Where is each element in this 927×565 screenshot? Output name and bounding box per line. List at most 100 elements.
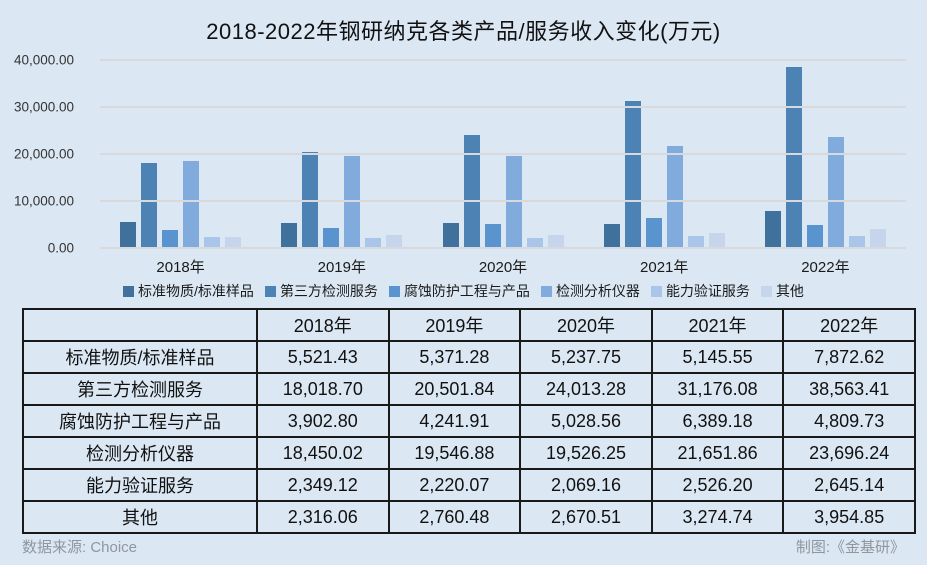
value-cell: 2,069.16 (519, 468, 653, 502)
value-cell: 2,670.51 (519, 500, 653, 534)
bar (687, 236, 704, 248)
bar (848, 235, 865, 248)
bar (869, 229, 886, 248)
value-cell: 18,018.70 (256, 372, 390, 406)
y-axis-tick-label: 30,000.00 (13, 99, 74, 115)
bar (708, 232, 725, 248)
value-cell: 2,220.07 (387, 468, 522, 502)
value-cell: 7,872.62 (782, 340, 916, 374)
table-header-cell: 2019年 (387, 308, 522, 342)
row-label-cell: 标准物质/标准样品 (22, 340, 258, 374)
data-table: 2018年 2019年 2020年 2021年 2022年 标准物质/标准样品 5,521.… (22, 308, 916, 534)
footer-data-source: 数据来源: Choice (22, 539, 138, 556)
x-axis-label: 2022年 (801, 259, 850, 276)
legend-label: 标准物质/标准样品 (138, 283, 254, 299)
legend-swatch (760, 285, 772, 297)
y-axis-tick-label: 20,000.00 (13, 146, 74, 162)
bar (281, 222, 298, 248)
table-header-cell: 2020年 (519, 308, 653, 342)
x-axis-label: 2021年 (640, 259, 689, 276)
value-cell: 18,450.02 (256, 436, 390, 470)
x-axis-label: 2020年 (478, 259, 528, 276)
bar (806, 225, 823, 248)
table-row: 腐蚀防护工程与产品 3,902.80 4,241.91 5,028.56 6,389.1… (22, 404, 916, 438)
value-cell: 2,645.14 (782, 468, 916, 502)
table-header-row: 2018年 2019年 2020年 2021年 2022年 (22, 308, 916, 342)
bar (666, 146, 683, 248)
bar (323, 228, 340, 248)
value-cell: 24,013.28 (519, 372, 653, 406)
row-label-cell: 第三方检测服务 (22, 372, 258, 406)
table-header-cell: 2021年 (650, 308, 785, 342)
gridline (100, 106, 906, 108)
x-axis-label: 2018年 (156, 259, 205, 276)
bar (141, 163, 158, 248)
x-axis-labels: 2018年 2019年 2020年 2021年 2022年 (100, 256, 906, 277)
bar (442, 223, 459, 248)
legend-item: 能力验证服务 (650, 281, 750, 301)
legend-swatch (264, 285, 276, 297)
footer-credit: 制图:《金基研》 (795, 539, 905, 556)
bar (162, 229, 179, 248)
legend-label: 其他 (775, 283, 804, 299)
value-cell: 5,237.75 (519, 340, 653, 374)
bar (463, 135, 480, 248)
value-cell: 19,526.25 (519, 436, 653, 470)
row-label-cell: 腐蚀防护工程与产品 (22, 404, 258, 438)
bar-group (745, 60, 906, 248)
x-axis-label: 2019年 (317, 259, 366, 276)
value-cell: 4,809.73 (782, 404, 916, 438)
table-header-cell (22, 308, 258, 342)
legend-swatch (388, 285, 400, 297)
legend-swatch (650, 285, 662, 297)
value-cell: 23,696.24 (782, 436, 916, 470)
bar-chart-plot-area: 40,000.00 30,000.00 20,000.00 10,000.00 0.00 (14, 53, 906, 256)
value-cell: 21,651.86 (650, 436, 785, 470)
bar (547, 235, 564, 248)
value-cell: 5,145.55 (650, 340, 785, 374)
y-axis-tick-label: 10,000.00 (13, 193, 74, 209)
value-cell: 20,501.84 (387, 372, 522, 406)
bar-group (100, 60, 261, 248)
value-cell: 3,274.74 (650, 500, 785, 534)
bar-groups-container (100, 60, 906, 248)
table-header-cell: 2022年 (782, 308, 916, 342)
row-label-cell: 检测分析仪器 (22, 436, 258, 470)
table-row: 标准物质/标准样品 5,521.43 5,371.28 5,237.75 5,145.5… (22, 340, 916, 374)
bar (386, 235, 403, 248)
bar (183, 161, 200, 248)
y-axis-tick-label: 0.00 (47, 240, 74, 256)
legend-item: 腐蚀防护工程与产品 (388, 281, 530, 301)
chart-title: 2018-2022年钢研纳克各类产品/服务收入变化(万元) (206, 19, 721, 44)
gridline (100, 59, 906, 61)
bar-group (584, 60, 745, 248)
table-row: 其他 2,316.06 2,760.48 2,670.51 3,274.74 3,954.… (22, 500, 916, 534)
bar-group (261, 60, 422, 248)
gridline (100, 153, 906, 155)
value-cell: 2,760.48 (387, 500, 522, 534)
value-cell: 2,316.06 (256, 500, 390, 534)
value-cell: 5,371.28 (387, 340, 522, 374)
value-cell: 31,176.08 (650, 372, 785, 406)
table-header-cell: 2018年 (256, 308, 390, 342)
bar (603, 223, 620, 248)
bar (344, 156, 361, 248)
bar (624, 101, 641, 248)
value-cell: 3,954.85 (782, 500, 916, 534)
bar (120, 222, 137, 248)
legend-label: 能力验证服务 (665, 283, 750, 299)
value-cell: 3,902.80 (256, 404, 390, 438)
table-row: 第三方检测服务 18,018.70 20,501.84 24,013.28 31,176… (22, 372, 916, 406)
value-cell: 5,521.43 (256, 340, 390, 374)
legend-label: 第三方检测服务 (279, 283, 378, 299)
bar (505, 156, 522, 248)
y-axis-tick-label: 40,000.00 (13, 52, 74, 68)
legend-swatch (123, 285, 135, 297)
bar (225, 237, 242, 248)
legend-swatch (540, 285, 552, 297)
bar (645, 217, 662, 248)
bar-group (422, 60, 583, 248)
table-row: 能力验证服务 2,349.12 2,220.07 2,069.16 2,526.20 2,… (22, 468, 916, 502)
bar (764, 211, 781, 248)
